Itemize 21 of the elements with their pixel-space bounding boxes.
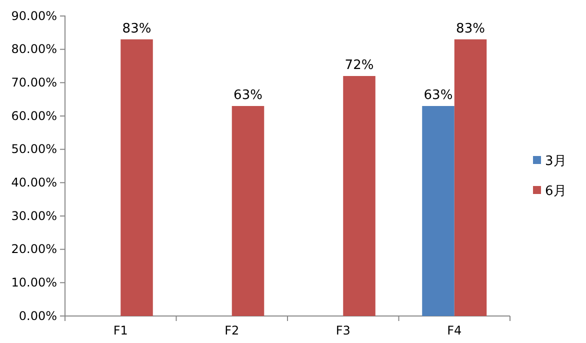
y-tick-label: 10.00%	[11, 276, 57, 290]
x-tick-label: F3	[336, 324, 350, 338]
x-tick-label: F2	[224, 324, 240, 338]
data-label: 72%	[344, 58, 374, 73]
y-tick-label: 0.00%	[18, 308, 57, 323]
data-label: 63%	[424, 88, 453, 103]
y-tick-label: 70.00%	[11, 76, 57, 90]
y-tick-label: 80.00%	[11, 42, 57, 56]
data-label: 83%	[122, 21, 152, 36]
y-tick-label: 30.00%	[11, 208, 57, 223]
legend-label: 6月	[545, 184, 566, 199]
x-tick-label: F1	[113, 324, 128, 338]
y-tick-label: 60.00%	[11, 108, 57, 123]
legend-label: 3月	[545, 154, 566, 169]
y-tick-label: 20.00%	[11, 242, 57, 256]
y-tick-label: 40.00%	[11, 176, 57, 190]
data-label: 63%	[234, 88, 262, 103]
data-label: 83%	[456, 21, 485, 36]
y-tick-label: 50.00%	[11, 142, 57, 156]
x-tick-label: F4	[447, 324, 462, 338]
y-tick-label: 90.00%	[11, 8, 57, 23]
